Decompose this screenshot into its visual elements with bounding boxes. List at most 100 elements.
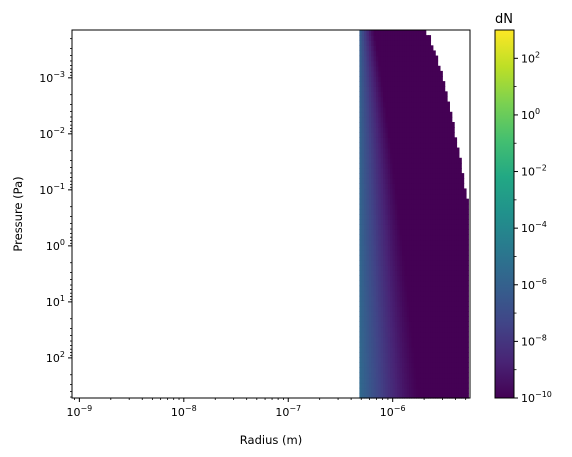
heatmap-cell xyxy=(425,260,429,266)
heatmap-cell xyxy=(413,372,417,379)
heatmap-cell xyxy=(385,392,389,399)
heatmap-cell xyxy=(368,76,372,82)
heatmap-cell xyxy=(402,147,405,154)
heatmap-cell xyxy=(435,306,439,312)
heatmap-cell xyxy=(432,101,436,108)
heatmap-cell xyxy=(439,387,443,394)
heatmap-cell xyxy=(428,270,432,276)
heatmap-cell xyxy=(378,147,382,154)
heatmap-cell xyxy=(439,300,443,307)
heatmap-cell xyxy=(375,55,379,62)
heatmap-cell xyxy=(439,122,443,128)
heatmap-cell xyxy=(442,183,446,190)
heatmap-cell xyxy=(366,122,370,128)
heatmap-cell xyxy=(392,188,396,195)
heatmap-cell xyxy=(418,162,422,169)
heatmap-cell xyxy=(390,147,394,154)
heatmap-cell xyxy=(361,295,365,302)
heatmap-cell xyxy=(451,367,455,374)
heatmap-cell xyxy=(416,331,420,338)
heatmap-cell xyxy=(430,254,434,261)
heatmap-cell xyxy=(444,280,448,287)
heatmap-cell xyxy=(404,300,408,307)
heatmap-cell xyxy=(430,106,434,113)
heatmap-cell xyxy=(444,111,448,118)
heatmap-cell xyxy=(387,249,391,256)
heatmap-cell xyxy=(444,285,448,292)
heatmap-cell xyxy=(373,137,377,144)
heatmap-cell xyxy=(461,208,465,215)
heatmap-cell xyxy=(435,265,439,271)
heatmap-cell xyxy=(420,260,424,266)
heatmap-cell xyxy=(380,260,384,266)
heatmap-cell xyxy=(423,106,427,113)
heatmap-cell xyxy=(423,193,427,200)
heatmap-cell xyxy=(375,352,379,358)
heatmap-cell xyxy=(394,50,398,57)
heatmap-cell xyxy=(368,249,372,256)
heatmap-cell xyxy=(371,311,375,317)
heatmap-cell xyxy=(437,331,441,338)
heatmap-cell xyxy=(435,147,439,154)
heatmap-cell xyxy=(458,331,462,338)
heatmap-cell xyxy=(442,168,446,174)
heatmap-cell xyxy=(425,316,429,322)
heatmap-cell xyxy=(383,183,387,190)
heatmap-cell xyxy=(380,311,384,317)
heatmap-cell xyxy=(371,275,375,282)
heatmap-cell xyxy=(437,208,441,215)
heatmap-cell xyxy=(371,254,375,261)
heatmap-cell xyxy=(454,387,458,394)
heatmap-cell xyxy=(409,336,413,343)
heatmap-cell xyxy=(387,96,391,103)
heatmap-cell xyxy=(361,193,365,200)
heatmap-cell xyxy=(394,249,398,256)
heatmap-cell xyxy=(375,234,379,241)
heatmap-cell xyxy=(390,86,394,92)
heatmap-cell xyxy=(373,357,377,363)
heatmap-cell xyxy=(368,35,372,41)
heatmap-cell xyxy=(425,387,429,394)
heatmap-cell xyxy=(418,254,422,261)
heatmap-cell xyxy=(359,96,363,103)
heatmap-cell xyxy=(361,178,365,184)
heatmap-cell xyxy=(375,326,379,333)
heatmap-cell xyxy=(385,352,389,358)
heatmap-cell xyxy=(368,295,372,302)
heatmap-cell xyxy=(366,362,370,368)
heatmap-cell xyxy=(380,346,384,353)
heatmap-cell xyxy=(399,60,403,67)
heatmap-cell xyxy=(364,377,368,384)
heatmap-cell xyxy=(454,362,458,368)
heatmap-cell xyxy=(428,127,432,133)
heatmap-cell xyxy=(366,382,370,389)
heatmap-cell xyxy=(373,162,377,169)
heatmap-cell xyxy=(458,377,462,384)
heatmap-cell xyxy=(428,81,432,87)
heatmap-cell xyxy=(437,239,441,246)
heatmap-cell xyxy=(447,306,450,312)
heatmap-cell xyxy=(390,162,394,169)
heatmap-cell xyxy=(402,326,405,333)
heatmap-cell xyxy=(373,295,377,302)
heatmap-cell xyxy=(451,193,455,200)
heatmap-cell xyxy=(361,357,365,363)
heatmap-cell xyxy=(385,106,389,113)
heatmap-cell xyxy=(373,270,377,276)
heatmap-cell xyxy=(425,346,429,353)
heatmap-cell xyxy=(397,106,401,113)
heatmap-cell xyxy=(416,193,420,200)
heatmap-cell xyxy=(392,60,396,67)
heatmap-cell xyxy=(418,142,422,149)
heatmap-cell xyxy=(461,219,465,225)
heatmap-cell xyxy=(420,244,424,251)
heatmap-cell xyxy=(383,152,387,159)
heatmap-cell xyxy=(411,137,415,144)
heatmap-cell xyxy=(439,341,443,348)
heatmap-cell xyxy=(366,157,370,164)
heatmap-cell xyxy=(371,295,375,302)
heatmap-cell xyxy=(411,295,415,302)
heatmap-cell xyxy=(361,96,365,103)
heatmap-cell xyxy=(378,234,382,241)
heatmap-cell xyxy=(439,229,443,236)
